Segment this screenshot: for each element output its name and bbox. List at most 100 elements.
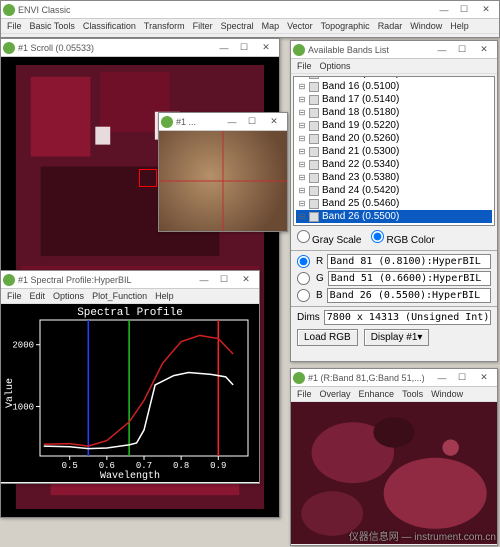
dims-label: Dims — [297, 312, 320, 323]
menu-spectral[interactable]: Spectral — [221, 21, 254, 31]
maximize-button[interactable]: ☐ — [215, 273, 233, 287]
close-button[interactable]: ✕ — [235, 273, 257, 287]
menu-file[interactable]: File — [7, 21, 22, 31]
menu-file[interactable]: File — [297, 61, 312, 71]
svg-text:0.9: 0.9 — [210, 461, 226, 471]
window-icon — [3, 42, 15, 54]
maximize-button[interactable]: ☐ — [453, 43, 471, 57]
close-button[interactable]: ✕ — [473, 43, 495, 57]
bands-titlebar: Available Bands List — ☐ ✕ — [291, 41, 497, 59]
band-item[interactable]: ⊟Band 17 (0.5140) — [296, 93, 492, 106]
zoom-image[interactable] — [159, 131, 287, 231]
app-icon — [3, 4, 15, 16]
r-field[interactable] — [327, 254, 491, 269]
menu-plotfunction[interactable]: Plot_Function — [92, 291, 147, 301]
svg-text:0.5: 0.5 — [62, 461, 78, 471]
display-mode-row: Gray Scale RGB Color — [291, 228, 497, 248]
band-label: Band 21 (0.5300) — [322, 145, 399, 158]
bands-list-window[interactable]: Available Bands List — ☐ ✕ File Options ⊟… — [290, 40, 498, 362]
bands-tree[interactable]: ⊟Band 15 (0.5060)⊟Band 16 (0.5100)⊟Band … — [293, 76, 495, 226]
band-item[interactable]: ⊟Band 18 (0.5180) — [296, 106, 492, 119]
menu-window[interactable]: Window — [431, 389, 463, 399]
spectral-chart[interactable]: Spectral ProfileWavelengthValue0.50.60.7… — [1, 304, 259, 482]
window-icon — [293, 44, 305, 56]
g-field[interactable] — [328, 271, 491, 286]
display-window[interactable]: #1 (R:Band 81,G:Band 51,...) — ☐ ✕ File O… — [290, 368, 498, 546]
band-item[interactable]: ⊟Band 21 (0.5300) — [296, 145, 492, 158]
maximize-button[interactable]: ☐ — [453, 371, 471, 385]
close-button[interactable]: ✕ — [475, 3, 497, 17]
band-item[interactable]: ⊟Band 22 (0.5340) — [296, 158, 492, 171]
menu-help[interactable]: Help — [155, 291, 174, 301]
close-button[interactable]: ✕ — [263, 115, 285, 129]
band-item[interactable]: ⊟Band 24 (0.5420) — [296, 184, 492, 197]
band-item[interactable]: ⊟Band 20 (0.5260) — [296, 132, 492, 145]
window-icon — [293, 372, 305, 384]
svg-text:Wavelength: Wavelength — [100, 470, 160, 482]
band-item[interactable]: ⊟Band 25 (0.5460) — [296, 197, 492, 210]
menu-window[interactable]: Window — [410, 21, 442, 31]
close-button[interactable]: ✕ — [255, 41, 277, 55]
display-titlebar: #1 (R:Band 81,G:Band 51,...) — ☐ ✕ — [291, 369, 497, 387]
gray-scale-radio[interactable]: Gray Scale — [297, 230, 361, 246]
g-radio[interactable] — [297, 272, 310, 285]
minimize-button[interactable]: — — [195, 273, 213, 287]
zoom-title: #1 ... — [176, 117, 223, 127]
svg-text:0.7: 0.7 — [136, 461, 152, 471]
main-title: ENVI Classic — [18, 5, 435, 15]
menu-map[interactable]: Map — [262, 21, 280, 31]
main-titlebar: ENVI Classic — ☐ ✕ — [1, 1, 499, 19]
maximize-button[interactable]: ☐ — [243, 115, 261, 129]
menu-transform[interactable]: Transform — [144, 21, 185, 31]
zoom-titlebar: #1 ... — ☐ ✕ — [159, 113, 287, 131]
menu-help[interactable]: Help — [450, 21, 469, 31]
menu-overlay[interactable]: Overlay — [320, 389, 351, 399]
svg-text:2000: 2000 — [12, 341, 34, 351]
rgb-color-radio[interactable]: RGB Color — [371, 230, 434, 246]
display-number-button[interactable]: Display #1▾ — [364, 329, 430, 346]
r-channel-row: R — [291, 253, 497, 270]
band-item[interactable]: ⊟Band 23 (0.5380) — [296, 171, 492, 184]
menu-tools[interactable]: Tools — [402, 389, 423, 399]
minimize-button[interactable]: — — [433, 371, 451, 385]
scroll-roi-box[interactable] — [139, 169, 157, 187]
maximize-button[interactable]: ☐ — [235, 41, 253, 55]
r-label: R — [316, 256, 323, 267]
menu-radar[interactable]: Radar — [378, 21, 403, 31]
window-icon — [161, 116, 173, 128]
spectral-profile-window[interactable]: #1 Spectral Profile:HyperBIL — ☐ ✕ FileE… — [0, 270, 260, 484]
menu-edit[interactable]: Edit — [30, 291, 46, 301]
dims-field — [324, 310, 491, 325]
menu-classification[interactable]: Classification — [83, 21, 136, 31]
minimize-button[interactable]: — — [215, 41, 233, 55]
display-image[interactable] — [291, 402, 497, 544]
band-label: Band 20 (0.5260) — [322, 132, 399, 145]
b-radio[interactable] — [297, 289, 310, 302]
menu-filter[interactable]: Filter — [193, 21, 213, 31]
menu-file[interactable]: File — [7, 291, 22, 301]
minimize-button[interactable]: — — [433, 43, 451, 57]
close-button[interactable]: ✕ — [473, 371, 495, 385]
menu-vector[interactable]: Vector — [287, 21, 313, 31]
menu-topographic[interactable]: Topographic — [321, 21, 370, 31]
menu-basictools[interactable]: Basic Tools — [30, 21, 75, 31]
menu-enhance[interactable]: Enhance — [359, 389, 395, 399]
band-item[interactable]: ⊟Band 26 (0.5500) — [296, 210, 492, 223]
band-item[interactable]: ⊟Band 19 (0.5220) — [296, 119, 492, 132]
b-field[interactable] — [327, 288, 491, 303]
menu-file[interactable]: File — [297, 389, 312, 399]
profile-menubar: File Edit Options Plot_Function Help — [1, 289, 259, 304]
r-radio[interactable] — [297, 255, 310, 268]
g-label: G — [316, 273, 324, 284]
gray-scale-label: Gray Scale — [312, 235, 361, 246]
band-item[interactable]: ⊟Band 16 (0.5100) — [296, 80, 492, 93]
menu-options[interactable]: Options — [320, 61, 351, 71]
minimize-button[interactable]: — — [223, 115, 241, 129]
menu-options[interactable]: Options — [53, 291, 84, 301]
scroll-titlebar: #1 Scroll (0.05533) — ☐ ✕ — [1, 39, 279, 57]
maximize-button[interactable]: ☐ — [455, 3, 473, 17]
minimize-button[interactable]: — — [435, 3, 453, 17]
svg-text:Spectral Profile: Spectral Profile — [77, 307, 183, 319]
zoom-window[interactable]: #1 ... — ☐ ✕ — [158, 112, 288, 232]
load-rgb-button[interactable]: Load RGB — [297, 329, 358, 346]
